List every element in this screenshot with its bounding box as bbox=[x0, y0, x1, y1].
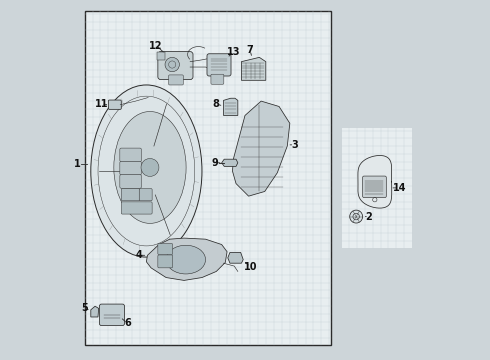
Text: 9: 9 bbox=[212, 158, 218, 168]
FancyBboxPatch shape bbox=[158, 243, 172, 255]
Text: 6: 6 bbox=[124, 319, 131, 328]
Ellipse shape bbox=[98, 96, 195, 246]
Text: 4: 4 bbox=[135, 250, 142, 260]
Polygon shape bbox=[91, 306, 98, 317]
Polygon shape bbox=[228, 252, 243, 263]
FancyBboxPatch shape bbox=[207, 54, 231, 76]
Ellipse shape bbox=[166, 245, 205, 274]
FancyBboxPatch shape bbox=[99, 304, 124, 325]
FancyBboxPatch shape bbox=[211, 74, 224, 84]
Text: 11: 11 bbox=[95, 99, 108, 109]
FancyBboxPatch shape bbox=[120, 175, 141, 188]
Polygon shape bbox=[358, 156, 392, 208]
Circle shape bbox=[141, 158, 159, 176]
FancyBboxPatch shape bbox=[169, 75, 183, 85]
FancyBboxPatch shape bbox=[158, 255, 172, 268]
Text: 14: 14 bbox=[392, 183, 406, 193]
FancyBboxPatch shape bbox=[122, 189, 140, 201]
FancyBboxPatch shape bbox=[85, 12, 331, 345]
Ellipse shape bbox=[91, 85, 202, 257]
Polygon shape bbox=[221, 159, 238, 166]
Text: 13: 13 bbox=[227, 46, 240, 57]
FancyBboxPatch shape bbox=[158, 51, 193, 80]
FancyBboxPatch shape bbox=[120, 148, 141, 162]
FancyBboxPatch shape bbox=[108, 100, 122, 109]
Polygon shape bbox=[232, 101, 290, 196]
Text: 5: 5 bbox=[81, 303, 88, 314]
Polygon shape bbox=[223, 98, 238, 116]
FancyBboxPatch shape bbox=[363, 176, 386, 198]
Polygon shape bbox=[147, 238, 227, 280]
FancyBboxPatch shape bbox=[342, 128, 412, 248]
FancyBboxPatch shape bbox=[157, 51, 166, 59]
Text: 3: 3 bbox=[291, 140, 298, 150]
Circle shape bbox=[350, 210, 363, 223]
FancyBboxPatch shape bbox=[139, 189, 152, 201]
Polygon shape bbox=[242, 57, 266, 80]
Text: 1: 1 bbox=[74, 159, 81, 169]
Text: 7: 7 bbox=[246, 45, 253, 55]
Text: 10: 10 bbox=[244, 262, 257, 272]
FancyBboxPatch shape bbox=[122, 202, 152, 214]
Text: 12: 12 bbox=[149, 41, 163, 50]
Text: 8: 8 bbox=[213, 99, 220, 109]
Ellipse shape bbox=[114, 112, 186, 224]
FancyBboxPatch shape bbox=[120, 161, 141, 175]
Circle shape bbox=[165, 57, 179, 72]
Text: 2: 2 bbox=[366, 212, 372, 221]
